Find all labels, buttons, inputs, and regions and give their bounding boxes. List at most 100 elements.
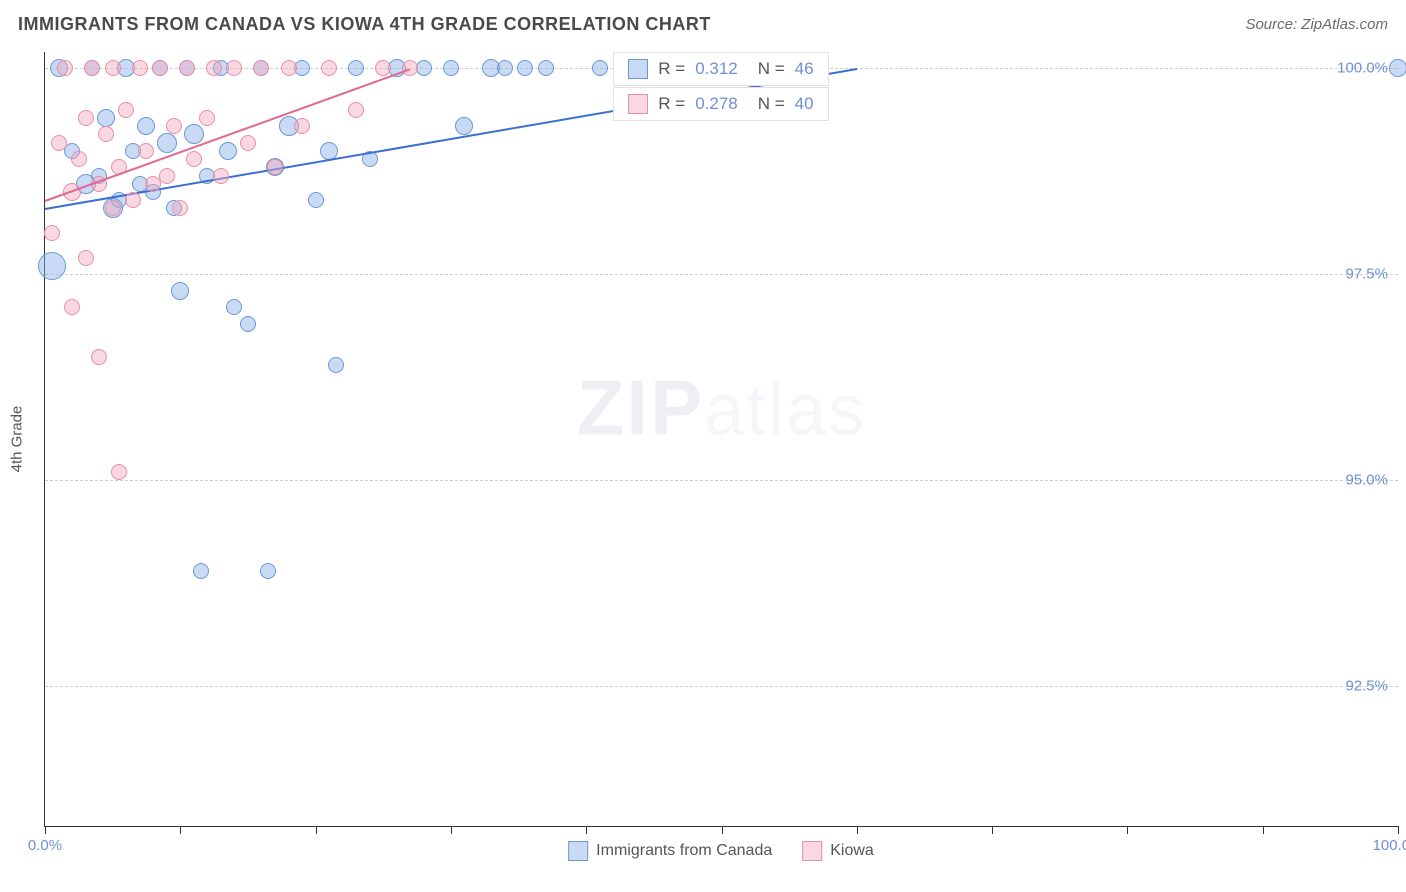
data-point-pink	[71, 151, 87, 167]
data-point-pink	[226, 60, 242, 76]
y-tick-label: 92.5%	[1345, 678, 1388, 695]
data-point-pink	[125, 192, 141, 208]
data-point-blue	[219, 142, 237, 160]
data-point-blue	[1389, 59, 1406, 77]
data-point-pink	[159, 168, 175, 184]
data-point-blue	[260, 563, 276, 579]
legend-swatch-pink	[802, 841, 822, 861]
data-point-pink	[91, 349, 107, 365]
x-tick	[45, 826, 46, 834]
y-tick-label: 95.0%	[1345, 472, 1388, 489]
legend-item-pink: Kiowa	[802, 841, 874, 861]
stat-r-label: R =	[658, 94, 685, 114]
source-label: Source: ZipAtlas.com	[1245, 16, 1388, 33]
x-tick	[857, 826, 858, 834]
x-tick	[1127, 826, 1128, 834]
swatch-pink	[628, 94, 648, 114]
data-point-blue	[348, 60, 364, 76]
data-point-pink	[199, 110, 215, 126]
data-point-pink	[51, 135, 67, 151]
data-point-blue	[38, 252, 66, 280]
data-point-blue	[497, 60, 513, 76]
data-point-pink	[186, 151, 202, 167]
stat-n-label: N =	[758, 94, 785, 114]
data-point-pink	[375, 60, 391, 76]
data-point-pink	[78, 110, 94, 126]
data-point-pink	[253, 60, 269, 76]
data-point-pink	[84, 60, 100, 76]
legend-swatch-blue	[568, 841, 588, 861]
data-point-blue	[171, 282, 189, 300]
chart-container: 4th Grade ZIPatlas 92.5%95.0%97.5%100.0%…	[44, 52, 1398, 867]
gridline	[45, 274, 1398, 275]
data-point-pink	[267, 159, 283, 175]
stat-n-value: 40	[795, 94, 814, 114]
data-point-blue	[592, 60, 608, 76]
stat-r-value: 0.278	[695, 94, 738, 114]
data-point-pink	[98, 126, 114, 142]
x-tick	[992, 826, 993, 834]
data-point-blue	[455, 117, 473, 135]
data-point-pink	[213, 168, 229, 184]
data-point-blue	[443, 60, 459, 76]
data-point-pink	[132, 60, 148, 76]
gridline	[45, 686, 1398, 687]
data-point-blue	[328, 357, 344, 373]
data-point-pink	[64, 299, 80, 315]
stats-box-blue: R = 0.312 N = 46	[613, 52, 828, 86]
legend: Immigrants from Canada Kiowa	[568, 841, 874, 861]
y-tick-label: 100.0%	[1337, 60, 1388, 77]
legend-item-blue: Immigrants from Canada	[568, 841, 772, 861]
data-point-blue	[97, 109, 115, 127]
data-point-pink	[321, 60, 337, 76]
y-axis-label: 4th Grade	[9, 406, 26, 473]
data-point-pink	[152, 60, 168, 76]
data-point-blue	[308, 192, 324, 208]
data-point-blue	[240, 316, 256, 332]
plot-area: 4th Grade ZIPatlas 92.5%95.0%97.5%100.0%…	[44, 52, 1398, 827]
stats-box-pink: R = 0.278 N = 40	[613, 87, 828, 121]
x-tick	[316, 826, 317, 834]
gridline	[45, 480, 1398, 481]
legend-label-blue: Immigrants from Canada	[596, 842, 772, 860]
data-point-pink	[118, 102, 134, 118]
data-point-pink	[78, 250, 94, 266]
data-point-pink	[138, 143, 154, 159]
data-point-pink	[348, 102, 364, 118]
data-point-blue	[226, 299, 242, 315]
data-point-blue	[137, 117, 155, 135]
data-point-pink	[166, 118, 182, 134]
legend-label-pink: Kiowa	[830, 842, 874, 860]
x-tick	[586, 826, 587, 834]
data-point-blue	[193, 563, 209, 579]
data-point-pink	[105, 60, 121, 76]
data-point-pink	[172, 200, 188, 216]
x-tick	[722, 826, 723, 834]
x-tick	[451, 826, 452, 834]
data-point-pink	[105, 200, 121, 216]
swatch-blue	[628, 59, 648, 79]
data-point-pink	[240, 135, 256, 151]
data-point-pink	[179, 60, 195, 76]
chart-title: IMMIGRANTS FROM CANADA VS KIOWA 4TH GRAD…	[18, 14, 711, 35]
x-tick	[180, 826, 181, 834]
data-point-pink	[281, 60, 297, 76]
data-point-blue	[517, 60, 533, 76]
data-point-pink	[111, 464, 127, 480]
data-point-pink	[44, 225, 60, 241]
x-tick-label: 100.0%	[1373, 837, 1406, 854]
data-point-blue	[184, 124, 204, 144]
data-point-blue	[157, 133, 177, 153]
data-point-blue	[538, 60, 554, 76]
data-point-pink	[57, 60, 73, 76]
stat-n-value: 46	[795, 59, 814, 79]
stat-r-value: 0.312	[695, 59, 738, 79]
watermark: ZIPatlas	[577, 363, 866, 454]
data-point-pink	[206, 60, 222, 76]
x-tick-label: 0.0%	[28, 837, 62, 854]
x-tick	[1263, 826, 1264, 834]
data-point-pink	[294, 118, 310, 134]
stat-n-label: N =	[758, 59, 785, 79]
stat-r-label: R =	[658, 59, 685, 79]
x-tick	[1398, 826, 1399, 834]
